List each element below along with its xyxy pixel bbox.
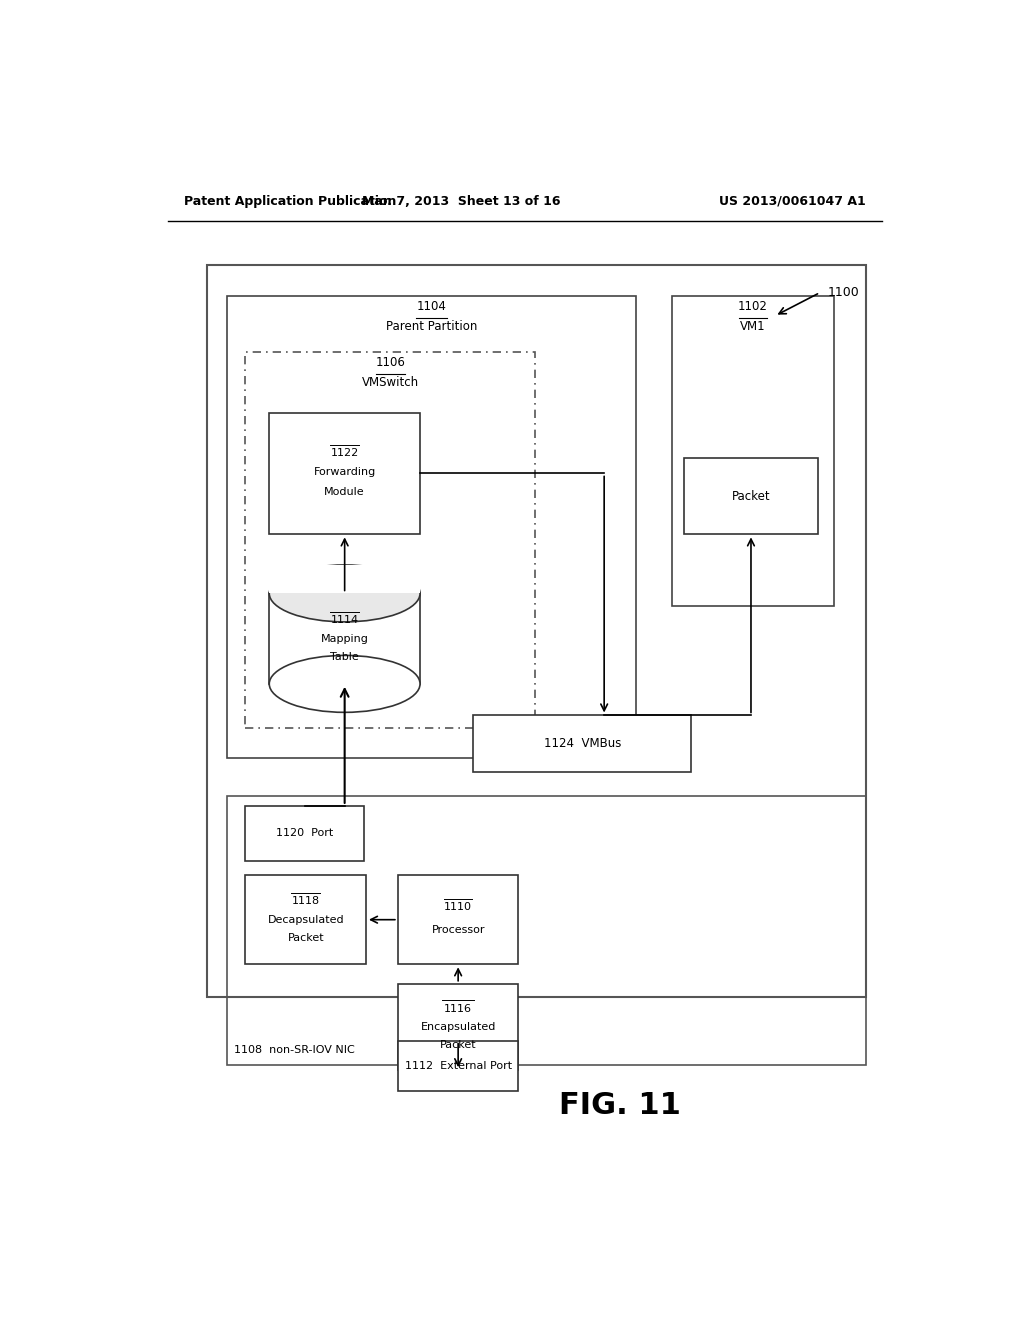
Text: Mapping: Mapping [321, 634, 369, 644]
Text: Forwarding: Forwarding [313, 467, 376, 478]
Text: Mar. 7, 2013  Sheet 13 of 16: Mar. 7, 2013 Sheet 13 of 16 [362, 194, 560, 207]
Text: VM1: VM1 [740, 319, 766, 333]
Text: 1120  Port: 1120 Port [276, 828, 334, 838]
Bar [227, 296, 636, 758]
Bar [246, 875, 367, 965]
Text: Processor: Processor [431, 925, 485, 935]
Bar [397, 983, 518, 1071]
Bar [684, 458, 818, 535]
Text: VMSwitch: VMSwitch [361, 376, 419, 389]
Text: 1110: 1110 [444, 903, 472, 912]
Text: Decapsulated: Decapsulated [267, 915, 344, 925]
Text: 1106: 1106 [376, 355, 406, 368]
Text: Packet: Packet [732, 490, 770, 503]
Text: 1116: 1116 [444, 1003, 472, 1014]
Text: Parent Partition: Parent Partition [386, 319, 477, 333]
Ellipse shape [269, 656, 420, 713]
Bar [473, 715, 691, 772]
Bar [397, 1040, 518, 1092]
Text: Packet: Packet [288, 933, 324, 942]
Text: 1112  External Port: 1112 External Port [404, 1061, 512, 1071]
Text: Packet: Packet [440, 1040, 476, 1051]
Text: Module: Module [325, 487, 365, 496]
Text: 1124  VMBus: 1124 VMBus [544, 738, 621, 750]
Text: 1104: 1104 [417, 300, 446, 313]
Bar [269, 565, 420, 594]
Bar [207, 265, 866, 997]
Text: 1108  non-SR-IOV NIC: 1108 non-SR-IOV NIC [233, 1045, 354, 1055]
Text: Encapsulated: Encapsulated [421, 1022, 496, 1032]
Bar [397, 875, 518, 965]
Text: 1118: 1118 [292, 896, 319, 907]
Text: Table: Table [331, 652, 359, 661]
Bar [246, 805, 365, 861]
Text: US 2013/0061047 A1: US 2013/0061047 A1 [719, 194, 866, 207]
Text: FIG. 11: FIG. 11 [559, 1092, 681, 1121]
Bar [246, 351, 536, 727]
Bar [269, 594, 420, 684]
Ellipse shape [269, 565, 420, 622]
Text: 1114: 1114 [331, 615, 358, 626]
Bar [672, 296, 835, 606]
Text: 1122: 1122 [331, 449, 358, 458]
Text: 1100: 1100 [828, 286, 860, 300]
Text: Patent Application Publication: Patent Application Publication [183, 194, 396, 207]
Text: 1102: 1102 [738, 300, 768, 313]
Bar [227, 796, 866, 1065]
Bar [269, 413, 420, 535]
